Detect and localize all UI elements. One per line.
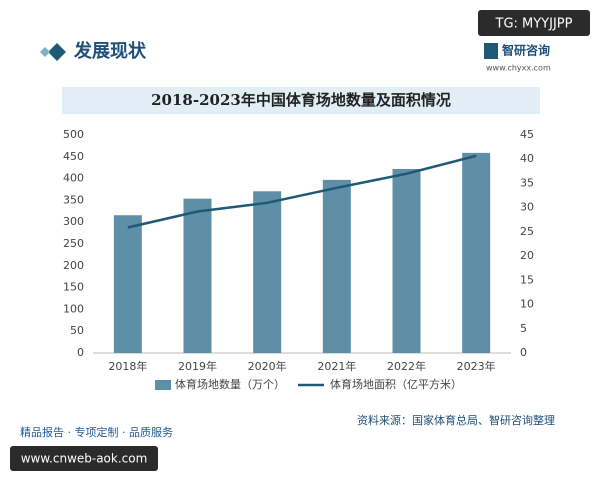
- logo-url: www.chyxx.com: [486, 64, 551, 73]
- y-tick-label: 50: [70, 324, 84, 337]
- source: 资料来源：国家体育总局、智研咨询整理: [357, 413, 555, 427]
- badge-box: [478, 10, 590, 36]
- y-tick-label: 250: [63, 237, 84, 250]
- footer-url-box: [10, 446, 158, 471]
- legend-label: 体育场地面积（亿平方米）: [330, 377, 462, 391]
- y2-tick-label: 0: [520, 346, 527, 359]
- y2-tick-label: 15: [520, 273, 534, 286]
- y-tick-label: 300: [63, 215, 84, 228]
- y-tick-label: 200: [63, 259, 84, 272]
- y-tick-label: 450: [63, 150, 84, 163]
- section-title: 发展现状: [73, 40, 147, 62]
- y2-tick-label: 45: [520, 128, 534, 141]
- y2-tick-label: 30: [520, 201, 534, 214]
- x-tick-label: 2023年: [457, 359, 496, 373]
- y2-tick-label: 10: [520, 298, 534, 311]
- x-tick-label: 2021年: [317, 359, 356, 373]
- y2-tick-label: 35: [520, 176, 534, 189]
- y2-tick-label: 5: [520, 322, 527, 335]
- x-tick-label: 2018年: [108, 359, 147, 373]
- bar: [183, 198, 212, 353]
- y-tick-label: 0: [77, 346, 84, 359]
- footer-slogan: 精品报告 · 专项定制 · 品质服务: [20, 425, 173, 439]
- logo-name: 智研咨询: [501, 43, 550, 58]
- y-tick-label: 150: [63, 281, 84, 294]
- footer-url: www.cnweb-aok.com: [21, 452, 148, 466]
- badge: TG: MYYJJPP: [495, 17, 573, 32]
- line: [127, 154, 477, 229]
- legend-swatch: [155, 380, 171, 390]
- x-tick-label: 2022年: [387, 359, 426, 373]
- bar: [113, 215, 142, 353]
- y-tick-label: 400: [63, 172, 84, 185]
- diamond-icon: [40, 47, 50, 57]
- bar: [322, 179, 351, 353]
- chart-title: 2018-2023年中国体育场地数量及面积情况: [151, 91, 451, 109]
- legend-label: 体育场地数量（万个）: [175, 377, 285, 391]
- bar: [392, 169, 421, 353]
- y2-tick-label: 40: [520, 152, 534, 165]
- y-tick-label: 350: [63, 193, 84, 206]
- y2-tick-label: 25: [520, 225, 534, 238]
- x-tick-label: 2020年: [248, 359, 287, 373]
- y-tick-label: 100: [63, 302, 84, 315]
- y-tick-label: 500: [63, 128, 84, 141]
- bar: [253, 191, 282, 353]
- logo-icon: [484, 43, 498, 59]
- title-bar: [62, 87, 540, 114]
- bar: [462, 152, 491, 353]
- x-tick-label: 2019年: [178, 359, 217, 373]
- diamond-icon: [48, 43, 66, 61]
- y2-tick-label: 20: [520, 249, 534, 262]
